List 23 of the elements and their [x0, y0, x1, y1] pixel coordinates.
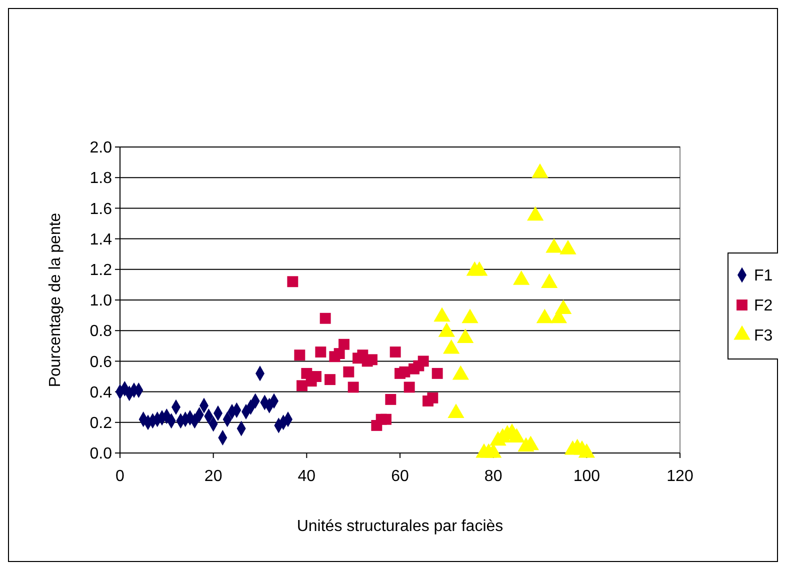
- x-tick-label: 100: [573, 468, 600, 485]
- y-tick-label: 0.6: [90, 354, 112, 371]
- x-tick-label: 60: [391, 468, 409, 485]
- y-tick-label: 0.0: [90, 446, 112, 463]
- x-tick-label: 80: [484, 468, 502, 485]
- y-axis-title: Pourcentage de la pente: [47, 212, 64, 388]
- y-tick-label: 1.8: [90, 170, 112, 188]
- y-tick-label: 1.4: [90, 231, 112, 248]
- y-tick-label: 0.2: [90, 415, 112, 432]
- x-tick-label: 40: [298, 468, 316, 485]
- y-tick-label: 0.8: [90, 323, 112, 340]
- y-tick-label: 1.0: [90, 292, 112, 310]
- legend-label: F3: [754, 328, 773, 345]
- x-tick-label: 120: [666, 468, 694, 485]
- y-tick-label: 1.2: [90, 262, 112, 279]
- legend-label: F1: [754, 268, 773, 285]
- x-tick-label: 20: [204, 468, 222, 485]
- y-tick-label: 1.6: [90, 200, 112, 218]
- x-axis-title: Unités structurales par faciès: [296, 518, 504, 535]
- legend-label: F2: [754, 298, 773, 315]
- y-tick-label: 0.4: [90, 384, 112, 402]
- y-tick-label: 2.0: [90, 140, 112, 157]
- x-tick-label: 0: [116, 468, 125, 485]
